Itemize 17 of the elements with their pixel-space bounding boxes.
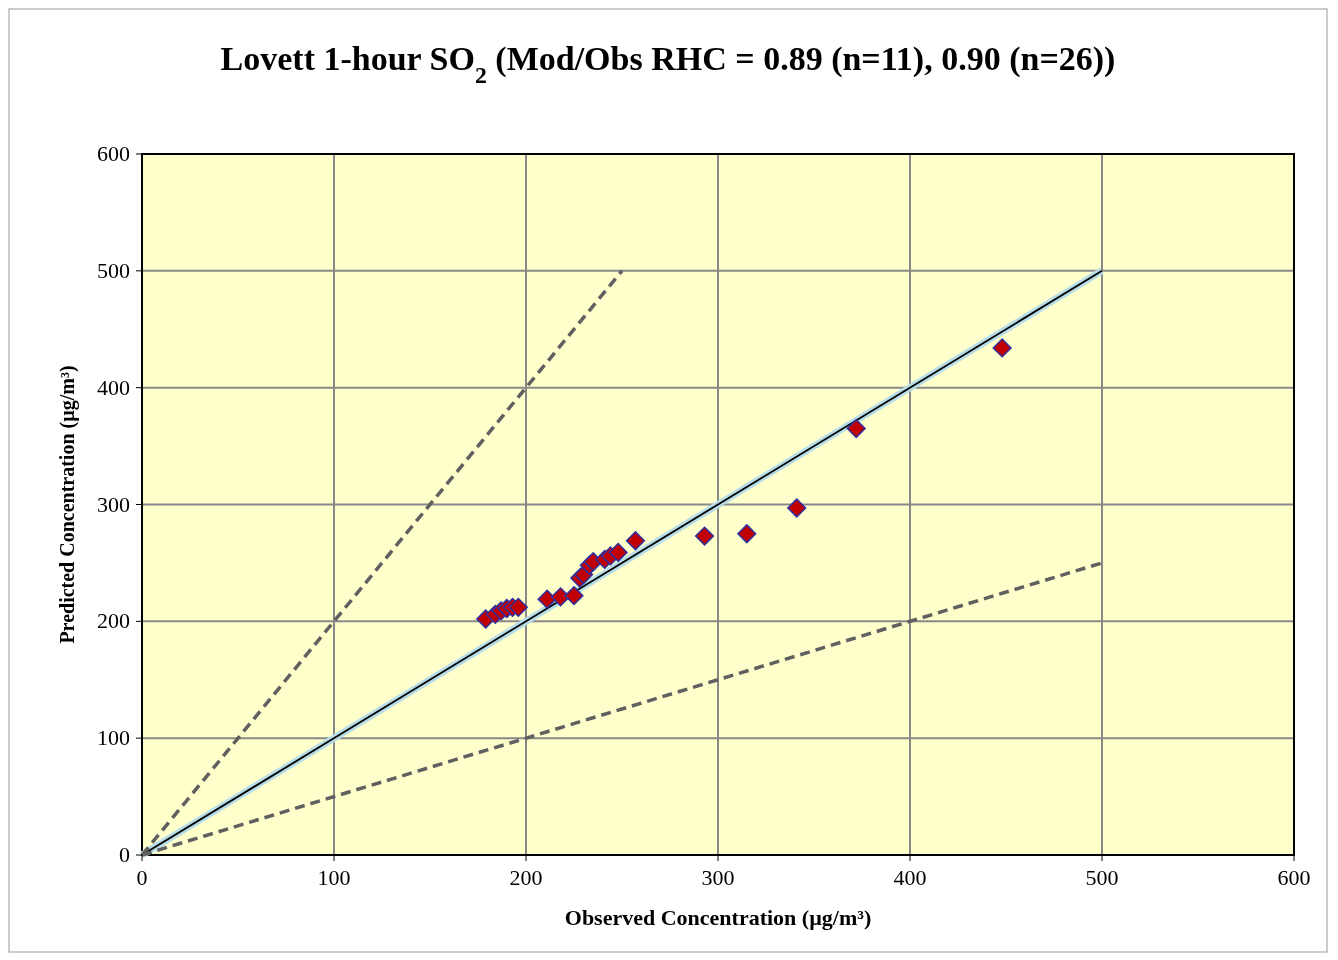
y-tick-label: 600 — [97, 141, 130, 166]
x-tick-label: 500 — [1085, 865, 1119, 890]
y-axis-title: Predicted Concentration (µg/m³) — [56, 365, 79, 644]
y-tick-label: 0 — [119, 842, 130, 867]
x-tick-label: 100 — [317, 865, 351, 890]
chart-title: Lovett 1-hour SO$_{2}$ (Mod/Obs RHC = 0.89 (n=11), 0.90 (n=26)) — [220, 40, 1116, 88]
x-tick-label: 300 — [701, 865, 735, 890]
y-tick-label: 300 — [97, 491, 130, 517]
y-tick-label: 400 — [97, 374, 130, 400]
x-tick-label: 0 — [136, 865, 148, 890]
x-tick-label: 600 — [1277, 865, 1311, 890]
x-tick-label: 400 — [893, 865, 927, 890]
y-tick-label: 500 — [97, 257, 130, 283]
x-tick-label: 200 — [509, 865, 543, 890]
y-tick-label: 200 — [97, 608, 130, 634]
x-axis-title: Observed Concentration (µg/m³) — [564, 905, 872, 930]
y-tick-label: 100 — [97, 725, 130, 751]
